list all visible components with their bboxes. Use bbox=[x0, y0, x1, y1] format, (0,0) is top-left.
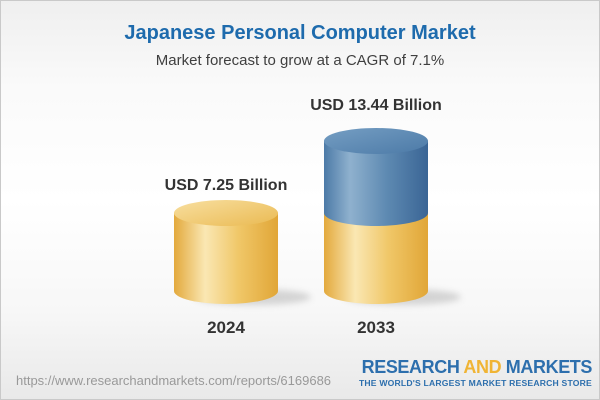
chart-subtitle: Market forecast to grow at a CAGR of 7.1… bbox=[155, 52, 445, 69]
cylinder-2033-blue-segment bbox=[324, 141, 428, 226]
value-label-2033: USD 13.44 Billion bbox=[310, 97, 442, 114]
logo-word-and: AND bbox=[463, 357, 502, 377]
logo-wordmark: RESEARCH AND MARKETS bbox=[359, 357, 593, 377]
chart-title: Japanese Personal Computer Market bbox=[124, 22, 476, 44]
category-label-2024: 2024 bbox=[207, 318, 245, 337]
cylinder-2033-yellow-segment bbox=[324, 213, 428, 304]
research-and-markets-logo: RESEARCH AND MARKETS THE WORLD'S LARGEST… bbox=[359, 358, 592, 388]
cylinder-2024 bbox=[174, 200, 278, 304]
logo-tagline: THE WORLD'S LARGEST MARKET RESEARCH STOR… bbox=[358, 378, 592, 388]
category-label-2033: 2033 bbox=[357, 318, 395, 337]
logo-word-markets: MARKETS bbox=[505, 357, 593, 377]
report-url: https://www.researchandmarkets.com/repor… bbox=[16, 373, 332, 388]
value-label-2024: USD 7.25 Billion bbox=[164, 177, 288, 194]
cylinder-2033 bbox=[324, 128, 428, 304]
logo-word-research: RESEARCH bbox=[361, 357, 460, 377]
